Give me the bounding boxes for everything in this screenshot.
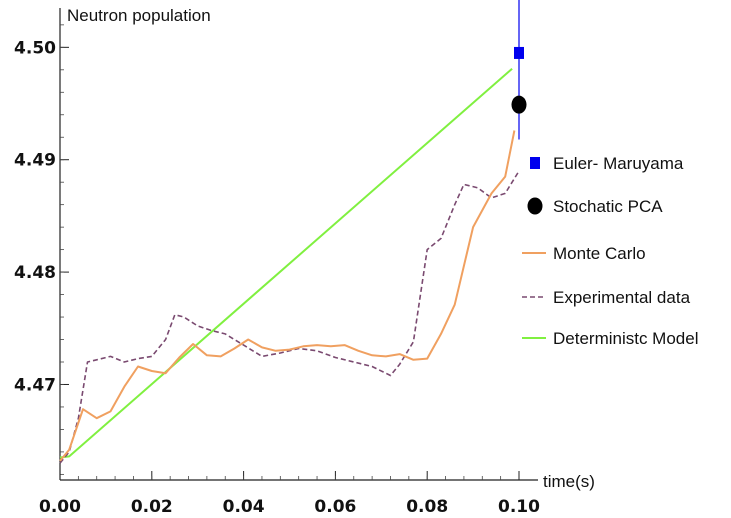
legend-swatch-euler-maruyama — [530, 157, 540, 169]
legend-label-deterministc-model: Deterministc Model — [553, 329, 699, 348]
x-tick-label: 0.00 — [39, 497, 81, 517]
legend-swatch-stochatic-pca — [527, 197, 543, 215]
series-deterministc-model-line — [59, 67, 513, 459]
euler-maruyama-point — [514, 46, 524, 59]
series-monte-carlo-line — [59, 130, 516, 462]
legend-label-euler-maruyama: Euler- Maruyama — [553, 154, 684, 173]
x-tick-label: 0.10 — [498, 497, 540, 517]
x-axis-title: time(s) — [543, 472, 595, 491]
x-tick-label: 0.08 — [406, 497, 448, 517]
series-experimental-data-line — [59, 170, 520, 464]
legend-label-monte-carlo: Monte Carlo — [553, 244, 646, 263]
y-tick-label: 4.50 — [14, 38, 56, 58]
x-tick-label: 0.06 — [314, 497, 356, 517]
legend: Euler- Maruyama Stochatic PCA Monte Carlo E… — [522, 154, 699, 348]
legend-label-stochatic-pca: Stochatic PCA — [553, 197, 663, 216]
legend-label-experimental-data: Experimental data — [553, 288, 691, 307]
axes: 4.47 4.48 4.49 4.50 0.00 0.02 0.04 0.06 0.08 0.10 — [14, 8, 540, 517]
y-tick-label: 4.47 — [14, 375, 56, 395]
y-tick-label: 4.49 — [14, 151, 56, 171]
y-tick-label: 4.48 — [14, 263, 56, 283]
y-axis-title: Neutron population — [67, 6, 211, 25]
x-tick-label: 0.04 — [223, 497, 265, 517]
stochatic-pca-point — [511, 95, 527, 114]
x-tick-label: 0.02 — [131, 497, 173, 517]
plot-area — [59, 0, 527, 464]
